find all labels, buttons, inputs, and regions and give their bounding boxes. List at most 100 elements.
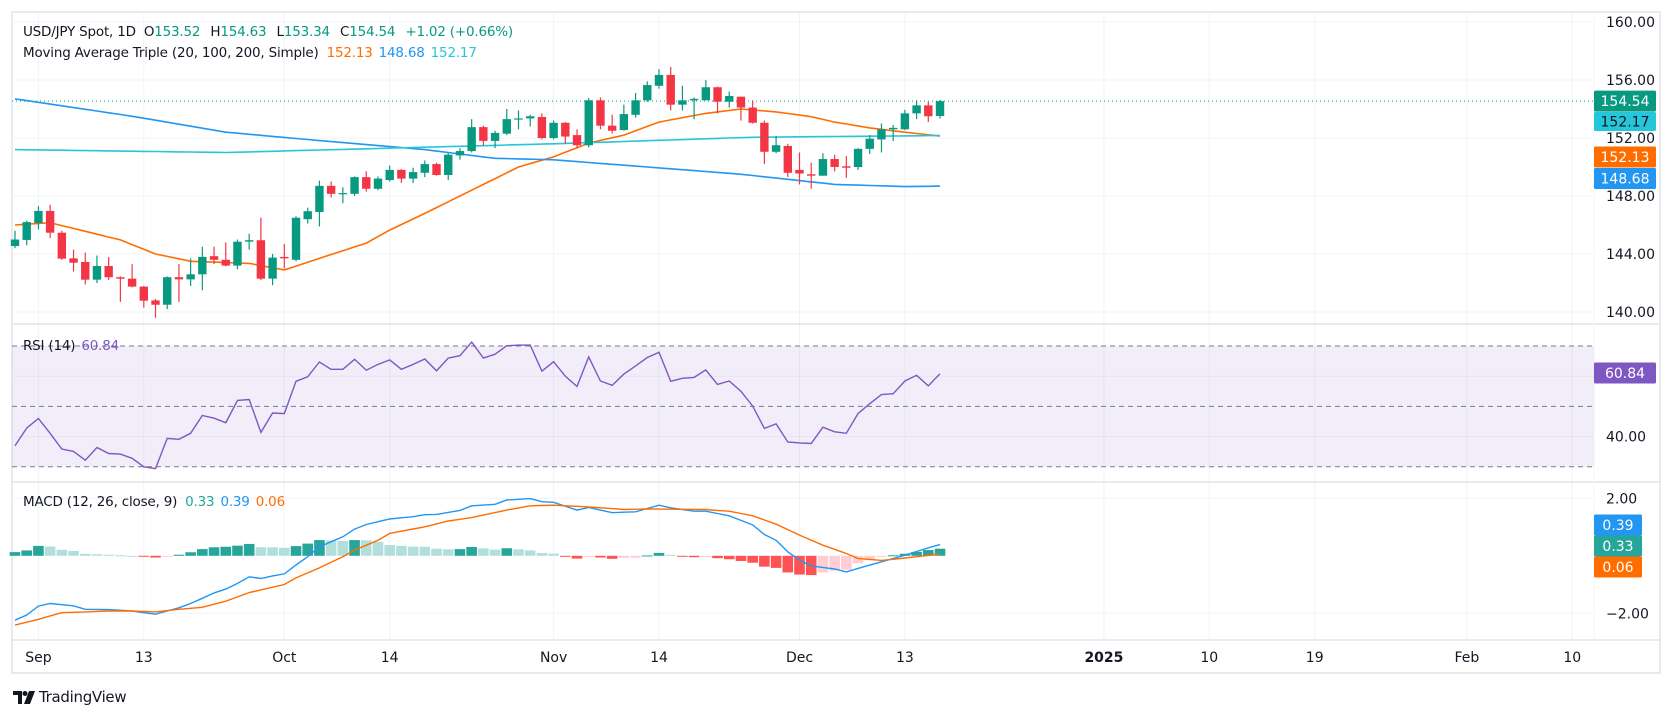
- time-axis-label: Sep: [25, 650, 52, 666]
- candle-body: [502, 119, 511, 134]
- candle: [174, 264, 184, 302]
- candle: [596, 97, 605, 130]
- macd-hist-bar: [279, 547, 290, 556]
- candle-body: [666, 74, 675, 105]
- candle-body: [479, 127, 488, 141]
- macd-hist-bar: [489, 549, 501, 556]
- macd-badge-bg: [1594, 514, 1642, 536]
- candle-body: [116, 277, 125, 279]
- candle-body: [490, 132, 500, 141]
- candle-body: [853, 148, 863, 167]
- candle: [104, 256, 113, 281]
- candle-body: [163, 277, 172, 305]
- price-axis-label: 152.00: [1606, 131, 1655, 147]
- candle-body: [607, 125, 617, 131]
- candle: [256, 217, 266, 281]
- candle: [198, 246, 207, 291]
- candle-body: [45, 210, 55, 233]
- candle-body: [104, 266, 113, 278]
- macd-hist-bar: [770, 555, 782, 568]
- candle: [912, 100, 921, 120]
- candle-body: [397, 169, 406, 179]
- candle: [584, 98, 593, 148]
- candle: [490, 130, 500, 149]
- candle-body: [725, 95, 734, 102]
- candle: [362, 171, 371, 192]
- macd-hist-bar: [138, 555, 150, 557]
- candle: [432, 162, 441, 176]
- candle: [654, 69, 664, 89]
- ma20-badge-text: 152.13: [1601, 150, 1650, 166]
- ma200-badge: 152.17: [1594, 112, 1656, 131]
- price-axis-label: 160.00: [1606, 15, 1655, 31]
- candle-body: [760, 122, 769, 152]
- candle-body: [174, 277, 184, 280]
- rsi-line: [14, 340, 941, 470]
- ma200-value: 152.17: [430, 45, 477, 61]
- macd-hist-bar: [934, 548, 946, 556]
- candle-body: [783, 145, 792, 173]
- macd-hist-bar: [677, 555, 688, 557]
- candle-body: [701, 87, 711, 101]
- macd-legend-title[interactable]: MACD (12, 26, close, 9): [23, 494, 178, 510]
- macd-hist-bar: [583, 555, 595, 557]
- candle: [479, 125, 488, 146]
- macd-axis-label: 2.00: [1606, 491, 1637, 507]
- low-label: L: [276, 24, 285, 40]
- candle: [268, 254, 277, 286]
- symbol-title[interactable]: USD/JPY Spot, 1D: [23, 24, 136, 40]
- candle-body: [935, 101, 945, 116]
- candle-body: [865, 138, 874, 149]
- candle: [502, 109, 511, 136]
- candle: [139, 285, 148, 308]
- ma20-badge: 152.13: [1594, 146, 1656, 168]
- candle-body: [713, 87, 722, 102]
- ma-legend[interactable]: Moving Average Triple (20, 100, 200, Sim…: [23, 45, 483, 61]
- macd-hist-bar: [267, 547, 278, 556]
- candle-body: [233, 241, 242, 266]
- candle-body: [69, 258, 78, 263]
- candle-body: [408, 172, 418, 179]
- close-label: C: [339, 24, 350, 40]
- macd-hist-bar: [466, 546, 477, 556]
- tradingview-logo-icon: [13, 690, 35, 704]
- rsi-legend[interactable]: RSI (14) 60.84: [23, 338, 125, 354]
- candle-body: [362, 177, 371, 189]
- time-axis-label: 13: [896, 650, 914, 666]
- macd-hist-bar: [513, 549, 524, 556]
- macd-hist-bar: [923, 550, 934, 556]
- candle: [116, 276, 125, 302]
- tradingview-logo[interactable]: TradingView: [13, 688, 127, 706]
- macd-hist-bar: [243, 543, 255, 556]
- candle-body: [444, 154, 453, 175]
- macd-hist-badge: 0.33: [1594, 535, 1642, 557]
- ma20-value: 152.13: [326, 45, 373, 61]
- time-axis-label: 19: [1306, 650, 1324, 666]
- candle: [888, 124, 898, 141]
- candle: [10, 230, 20, 249]
- rsi-legend-title[interactable]: RSI (14): [23, 338, 76, 354]
- ohlc-high: H154.63: [210, 24, 266, 40]
- candle-body: [596, 100, 605, 126]
- time-axis-label: 2025: [1084, 650, 1123, 666]
- macd-hist-badge-bg: [1594, 535, 1642, 557]
- candle-body: [338, 193, 348, 195]
- symbol-legend: USD/JPY Spot, 1D O153.52 H154.63 L153.34 …: [23, 24, 519, 40]
- macd-hist-bar: [208, 547, 220, 556]
- macd-hist-bar: [817, 555, 829, 573]
- candle-body: [748, 107, 757, 123]
- ma-legend-title[interactable]: Moving Average Triple (20, 100, 200, Sim…: [23, 45, 319, 61]
- ma100-value: 148.68: [378, 45, 425, 61]
- time-axis-label: 10: [1200, 650, 1218, 666]
- candle-body: [525, 116, 535, 119]
- macd-hist-bar: [407, 546, 419, 556]
- candle: [69, 249, 78, 272]
- macd-hist-bar: [9, 552, 21, 556]
- macd-axis-label: −2.00: [1606, 606, 1649, 622]
- macd-hist-bar: [571, 555, 583, 559]
- macd-hist-bar: [419, 546, 431, 556]
- macd-legend[interactable]: MACD (12, 26, close, 9) 0.33 0.39 0.06: [23, 494, 291, 510]
- macd-hist-bar: [173, 554, 185, 556]
- macd-hist-bar: [841, 555, 852, 570]
